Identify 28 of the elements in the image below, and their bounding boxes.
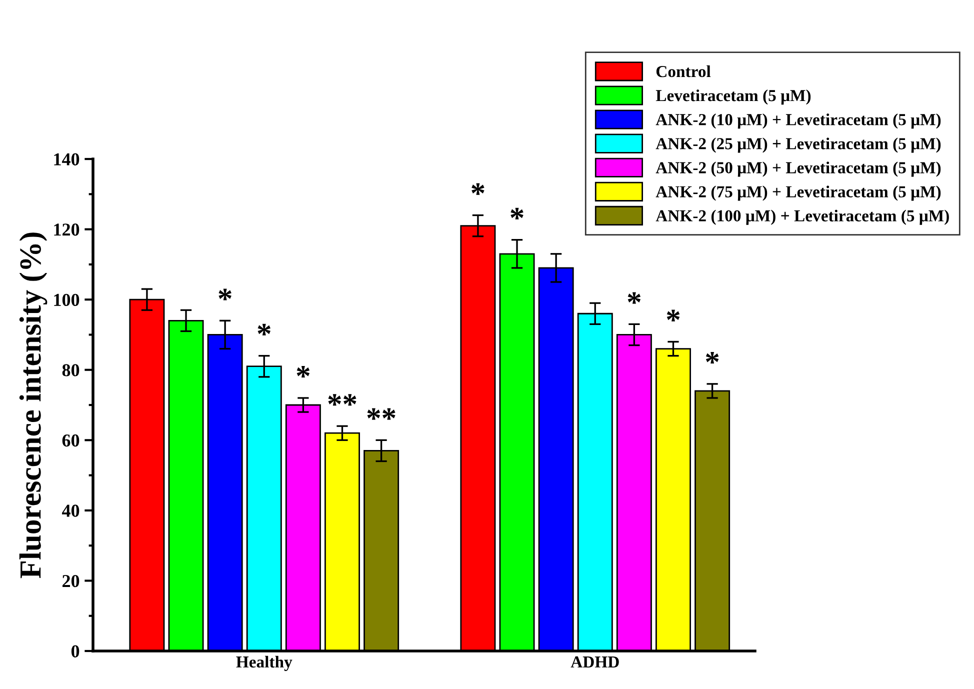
legend-label: ANK-2 (10 μM) + Levetiracetam (5 μM) (656, 114, 941, 129)
y-tick-label: 120 (54, 224, 80, 236)
data-label: * (706, 352, 719, 364)
legend-label: Levetiracetam (5 μM) (656, 89, 811, 105)
data-label: * (258, 324, 270, 336)
legend-label: ANK-2 (50 μM) + Levetiracetam (5 μM) (656, 162, 941, 177)
data-label: * (628, 292, 641, 304)
data-label: * (296, 366, 310, 378)
y-tick-label: 140 (54, 153, 80, 166)
legend-label: Control (656, 65, 711, 78)
x-tick-label: Healthy (236, 656, 292, 672)
data-label: ** (328, 394, 356, 406)
data-label: * (472, 183, 484, 195)
x-tick-label: ADHD (570, 656, 619, 668)
y-tick-label: 60 (62, 434, 80, 447)
data-label: * (510, 208, 524, 220)
y-tick-label: 40 (62, 504, 80, 517)
y-tick-label: 100 (54, 294, 80, 306)
data-label: * (218, 288, 232, 300)
y-tick-label: 0 (71, 645, 80, 658)
legend-label: ANK-2 (75 μM) + Levetiracetam (5 μM) (656, 186, 941, 201)
y-tick-label: 80 (62, 364, 80, 376)
data-label: ** (367, 408, 396, 420)
y-axis-title: Fluorescence intensity (%) (19, 232, 48, 578)
legend-label: ANK-2 (100 μM) + Levetiracetam (5 μM) (656, 210, 949, 225)
legend-label: ANK-2 (25 μM) + Levetiracetam (5 μM) (656, 138, 941, 153)
data-label: * (666, 310, 680, 322)
y-tick-label: 20 (62, 574, 80, 588)
